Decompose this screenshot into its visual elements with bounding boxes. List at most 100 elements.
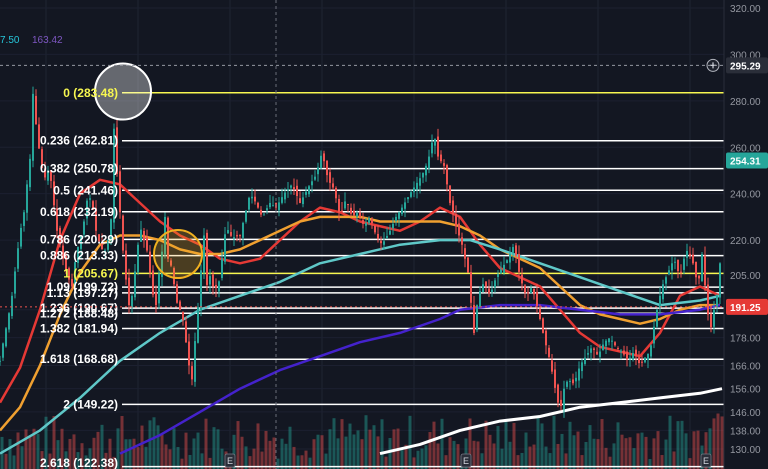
legend-value: 7.50 <box>0 35 20 46</box>
candle-body <box>395 216 397 221</box>
candle-body <box>644 357 646 363</box>
candle-body <box>266 208 268 211</box>
candle-body <box>230 232 232 236</box>
volume-bar <box>76 452 80 469</box>
candle-body <box>392 223 394 229</box>
candle-body <box>452 200 454 215</box>
candle-body <box>419 178 421 186</box>
candle-body <box>74 262 76 286</box>
volume-bar <box>712 418 716 469</box>
price-tick-label: 156.00 <box>730 385 761 396</box>
candle-body <box>665 277 667 284</box>
volume-bar <box>412 457 416 469</box>
volume-bar <box>468 418 472 469</box>
price-badge-label: 254.31 <box>730 156 761 167</box>
fib-label-0.236: 0.236 (262.81) <box>40 134 118 148</box>
candle-body <box>350 207 352 214</box>
volume-bar <box>88 448 92 469</box>
candle-body <box>287 189 289 191</box>
candle-body <box>239 235 241 237</box>
volume-bar <box>204 418 208 469</box>
candle-body <box>584 357 586 364</box>
price-axis: 320.00 300.00 280.00 260.00 240.00 220.00 205.… <box>723 0 768 469</box>
candle-body <box>50 170 52 181</box>
earnings-marker-label: E <box>463 456 469 466</box>
volume-bar <box>500 448 504 469</box>
volume-bar <box>576 431 580 469</box>
volume-bar <box>96 431 100 469</box>
volume-bar <box>200 453 204 469</box>
volume-bar <box>240 436 244 469</box>
crosshair-layer <box>0 0 724 469</box>
fib-label-0.382: 0.382 (250.78) <box>40 162 118 176</box>
candle-body <box>704 255 706 286</box>
volume-bar <box>624 438 628 469</box>
price-tick-label: 300.00 <box>730 50 761 61</box>
candle-body <box>542 318 544 333</box>
candle-body <box>593 348 595 350</box>
volume-bar <box>164 444 168 469</box>
candle-body <box>320 155 322 168</box>
candle-body <box>344 201 346 209</box>
volume-bar <box>128 439 132 469</box>
candle-body <box>440 154 442 162</box>
candle-body <box>407 197 409 200</box>
candle-body <box>554 369 556 388</box>
candle-body <box>662 284 664 300</box>
candle-body <box>512 247 514 253</box>
candle-body <box>503 264 505 273</box>
volume-bar <box>704 432 708 469</box>
volume-bar <box>572 435 576 469</box>
candle-body <box>32 93 34 161</box>
volume-bar <box>348 423 352 469</box>
volume-bar <box>24 429 28 469</box>
candle-body <box>413 187 415 193</box>
volume-bar <box>288 426 292 469</box>
candle-layer <box>0 86 721 418</box>
candle-body <box>281 197 283 203</box>
volume-bar <box>172 428 176 469</box>
volume-bar <box>428 432 432 469</box>
volume-bar <box>568 421 572 469</box>
volume-bar <box>236 421 240 469</box>
candle-body <box>128 277 130 306</box>
candle-body <box>176 284 178 303</box>
volume-bar <box>248 456 252 469</box>
volume-bar <box>280 438 284 469</box>
volume-bar <box>720 416 724 469</box>
candle-body <box>233 237 235 239</box>
candle-body <box>272 205 274 207</box>
volume-bar <box>192 438 196 469</box>
volume-bar <box>44 416 48 469</box>
candle-body <box>59 227 61 245</box>
candle-body <box>485 281 487 287</box>
candle-body <box>578 368 580 381</box>
candle-body <box>659 295 661 308</box>
price-tick-label: 320.00 <box>730 4 761 15</box>
candle-body <box>434 139 436 146</box>
price-badge-label: 295.29 <box>730 61 761 72</box>
candle-body <box>479 291 481 308</box>
volume-bar <box>684 433 688 469</box>
volume-bar <box>136 447 140 469</box>
volume-bar <box>216 429 220 469</box>
volume-bar <box>220 448 224 469</box>
candle-body <box>650 345 652 357</box>
candle-body <box>410 192 412 197</box>
candle-body <box>200 270 202 311</box>
candle-body <box>524 285 526 293</box>
candle-body <box>149 251 151 273</box>
candle-body <box>221 258 223 278</box>
volume-bar <box>508 441 512 469</box>
volume-bar <box>104 452 108 469</box>
moving-average-line-3 <box>0 238 721 455</box>
fib-label-layer: 0 (283.48) 0.236 (262.81) 0.382 (250.78) 0.… <box>40 86 118 469</box>
candle-body <box>488 288 490 294</box>
candle-body <box>212 274 214 287</box>
candle-body <box>377 233 379 239</box>
candle-body <box>188 341 190 366</box>
volume-bar <box>300 455 304 469</box>
volume-bar <box>8 439 12 469</box>
candle-body <box>569 380 571 382</box>
